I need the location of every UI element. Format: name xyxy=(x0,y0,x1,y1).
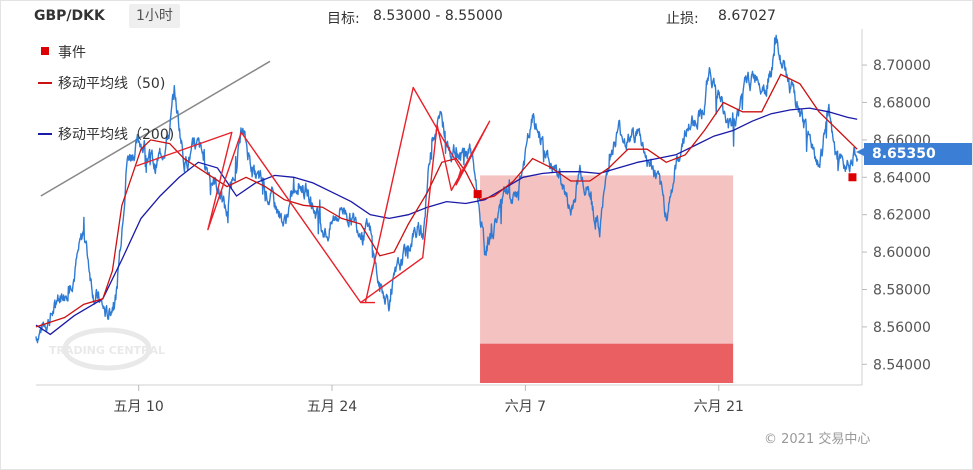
copyright-text: © 2021 交易中心 xyxy=(764,432,871,447)
pattern-lines xyxy=(136,86,491,304)
x-tick-label: 六月 7 xyxy=(505,399,546,415)
legend-ma200-label: 移动平均线（200) xyxy=(58,127,174,143)
event-marker xyxy=(473,190,482,199)
trend-line xyxy=(40,60,271,197)
target-value: 8.53000 - 8.55000 xyxy=(373,8,503,24)
x-tick-label: 六月 21 xyxy=(694,399,744,415)
target-label: 目标: xyxy=(327,11,360,27)
ma200-line xyxy=(35,107,858,336)
watermark-ring xyxy=(62,327,152,371)
legend-event-swatch xyxy=(41,47,49,55)
timeframe-button[interactable]: 1小时 xyxy=(129,4,180,28)
y-tick-label: 8.56000 xyxy=(873,320,931,336)
legend-ma50-label: 移动平均线（50) xyxy=(58,76,165,92)
y-tick-label: 8.70000 xyxy=(873,58,931,74)
y-tick-label: 8.54000 xyxy=(873,357,931,373)
watermark-logo: TRADING CENTRAL xyxy=(49,327,165,371)
legend-event-label: 事件 xyxy=(58,45,86,61)
stop-label: 止损: xyxy=(666,11,699,27)
y-tick-label: 8.68000 xyxy=(873,95,931,111)
last-price-pointer xyxy=(856,148,864,157)
y-tick-label: 8.64000 xyxy=(873,170,931,186)
y-tick-label: 8.62000 xyxy=(873,208,931,224)
target-zone-core xyxy=(480,343,734,383)
y-tick-label: 8.60000 xyxy=(873,245,931,261)
watermark-text: TRADING CENTRAL xyxy=(49,344,165,357)
x-tick-label: 五月 10 xyxy=(114,399,164,415)
event-marker xyxy=(848,173,857,182)
symbol-label: GBP/DKK xyxy=(34,8,105,24)
stop-value: 8.67027 xyxy=(718,8,776,24)
x-tick-label: 五月 24 xyxy=(307,399,357,415)
y-tick-label: 8.58000 xyxy=(873,282,931,298)
last-price-badge: 8.65350 xyxy=(864,143,972,165)
price-line xyxy=(35,34,859,344)
ma50-line xyxy=(35,73,858,328)
